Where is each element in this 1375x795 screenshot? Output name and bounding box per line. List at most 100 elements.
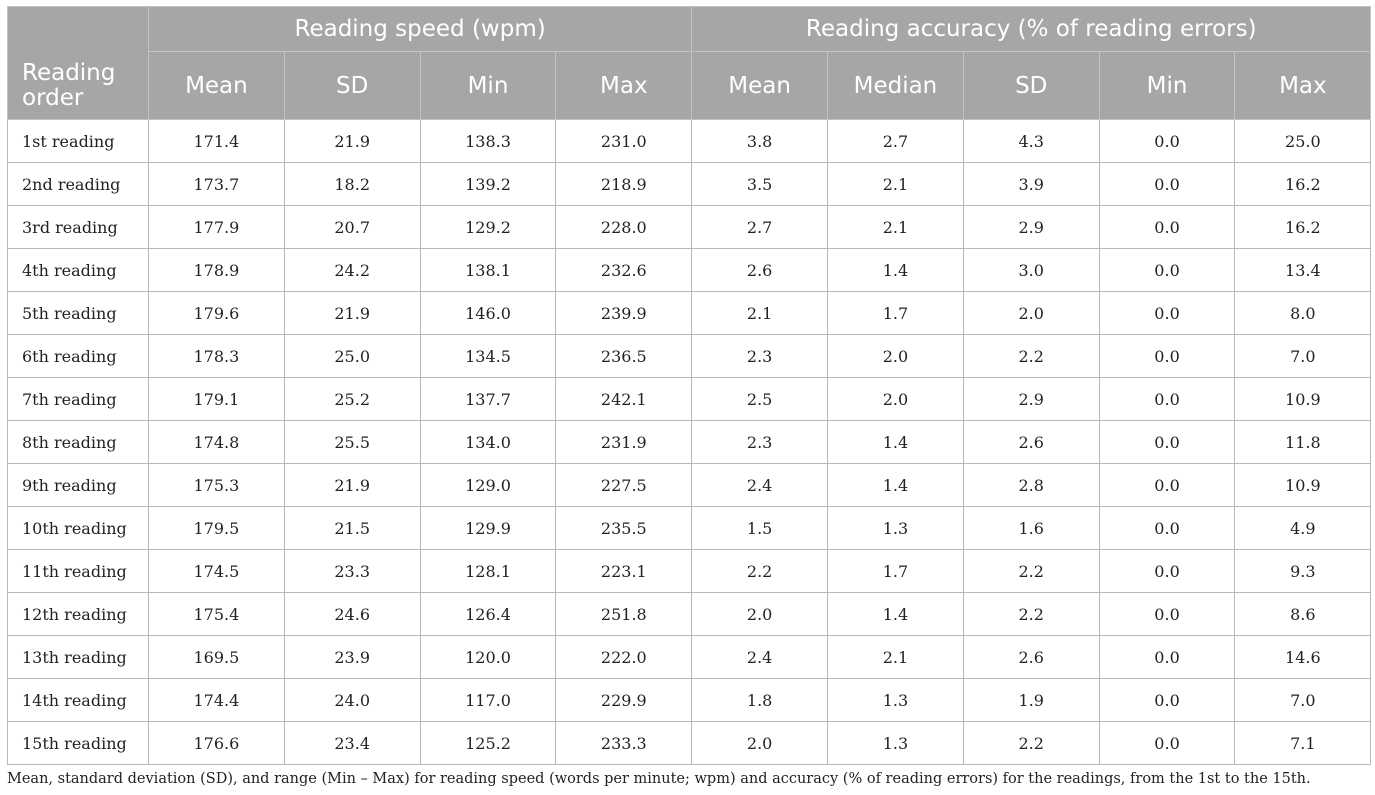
table-cell: 2.7 [827, 119, 964, 163]
table-cell: 174.8 [148, 420, 285, 464]
table-cell: 10.9 [1234, 463, 1372, 507]
table-cell: 236.5 [555, 334, 693, 378]
table-cell: 125.2 [419, 721, 557, 765]
table-row: 14th reading 174.4 24.0 117.0 229.9 1.8 1.3 1.9… [7, 678, 1372, 722]
table-cell: 0.0 [1098, 334, 1236, 378]
table-cell: 2.9 [962, 377, 1100, 421]
table-cell: 2.5 [691, 377, 829, 421]
reading-accuracy-group-header: Reading accuracy (% of reading errors) [691, 6, 1372, 52]
accuracy-column-header: Mean [691, 51, 829, 120]
table-cell: 2.1 [691, 291, 829, 335]
row-label: 6th reading [7, 334, 149, 378]
row-label: 3rd reading [7, 205, 149, 249]
table-cell: 2.2 [962, 721, 1100, 765]
table-cell: 2.9 [962, 205, 1100, 249]
table-cell: 179.6 [148, 291, 285, 335]
table-cell: 178.3 [148, 334, 285, 378]
table-cell: 223.1 [555, 549, 693, 593]
table-cell: 23.9 [283, 635, 421, 679]
table-cell: 129.2 [419, 205, 557, 249]
table-cell: 120.0 [419, 635, 557, 679]
table-row: 11th reading 174.5 23.3 128.1 223.1 2.2 1.7 2.2… [7, 549, 1372, 593]
table-cell: 0.0 [1098, 721, 1236, 765]
table-cell: 2.0 [691, 592, 829, 636]
table-cell: 179.1 [148, 377, 285, 421]
table-row: 13th reading 169.5 23.9 120.0 222.0 2.4 2.1 2.6… [7, 635, 1372, 679]
table-cell: 0.0 [1098, 205, 1236, 249]
accuracy-column-header: Min [1098, 51, 1236, 120]
speed-column-header: Min [419, 51, 557, 120]
reading-table: Reading order Reading speed (wpm) Readin… [7, 6, 1372, 765]
table-cell: 0.0 [1098, 635, 1236, 679]
table-cell: 175.3 [148, 463, 285, 507]
table-cell: 25.5 [283, 420, 421, 464]
table-cell: 174.4 [148, 678, 285, 722]
table-cell: 1.4 [827, 592, 964, 636]
table-cell: 2.0 [827, 334, 964, 378]
table-cell: 3.0 [962, 248, 1100, 292]
speed-column-header: SD [283, 51, 421, 120]
table-cell: 126.4 [419, 592, 557, 636]
table-cell: 3.8 [691, 119, 829, 163]
table-cell: 129.0 [419, 463, 557, 507]
table-cell: 2.6 [962, 635, 1100, 679]
table-cell: 0.0 [1098, 420, 1236, 464]
table-cell: 21.9 [283, 463, 421, 507]
table-cell: 1.7 [827, 549, 964, 593]
table-cell: 8.6 [1234, 592, 1372, 636]
table-cell: 137.7 [419, 377, 557, 421]
table-cell: 14.6 [1234, 635, 1372, 679]
table-cell: 2.0 [691, 721, 829, 765]
table-cell: 7.1 [1234, 721, 1372, 765]
row-label: 2nd reading [7, 162, 149, 206]
table-cell: 2.2 [691, 549, 829, 593]
table-cell: 3.5 [691, 162, 829, 206]
table-cell: 1.8 [691, 678, 829, 722]
table-cell: 24.0 [283, 678, 421, 722]
accuracy-column-header: Max [1234, 51, 1372, 120]
table-cell: 146.0 [419, 291, 557, 335]
row-label: 11th reading [7, 549, 149, 593]
table-cell: 1.4 [827, 248, 964, 292]
table-cell: 139.2 [419, 162, 557, 206]
table-body: 1st reading 171.4 21.9 138.3 231.0 3.8 2.7 4.3 0… [7, 119, 1372, 765]
table-cell: 1.4 [827, 420, 964, 464]
table-cell: 21.9 [283, 291, 421, 335]
table-cell: 1.3 [827, 721, 964, 765]
speed-column-header: Mean [148, 51, 285, 120]
table-cell: 25.0 [1234, 119, 1372, 163]
table-cell: 0.0 [1098, 377, 1236, 421]
table-cell: 0.0 [1098, 291, 1236, 335]
table-cell: 25.2 [283, 377, 421, 421]
row-label: 15th reading [7, 721, 149, 765]
row-label: 12th reading [7, 592, 149, 636]
table-row: 3rd reading 177.9 20.7 129.2 228.0 2.7 2.1 2.9 0… [7, 205, 1372, 249]
table-cell: 13.4 [1234, 248, 1372, 292]
table-cell: 173.7 [148, 162, 285, 206]
table-cell: 2.0 [827, 377, 964, 421]
table-cell: 229.9 [555, 678, 693, 722]
table-cell: 1.7 [827, 291, 964, 335]
table-cell: 1.5 [691, 506, 829, 550]
table-cell: 138.1 [419, 248, 557, 292]
table-cell: 176.6 [148, 721, 285, 765]
row-label: 13th reading [7, 635, 149, 679]
table-row: 12th reading 175.4 24.6 126.4 251.8 2.0 1.4 2.2… [7, 592, 1372, 636]
row-label: 8th reading [7, 420, 149, 464]
table-cell: 242.1 [555, 377, 693, 421]
table-cell: 1.9 [962, 678, 1100, 722]
table-cell: 21.5 [283, 506, 421, 550]
row-label: 14th reading [7, 678, 149, 722]
table-cell: 24.6 [283, 592, 421, 636]
table-cell: 0.0 [1098, 506, 1236, 550]
table-cell: 23.4 [283, 721, 421, 765]
table-cell: 2.0 [962, 291, 1100, 335]
table-cell: 4.9 [1234, 506, 1372, 550]
table-cell: 0.0 [1098, 162, 1236, 206]
table-cell: 4.3 [962, 119, 1100, 163]
table-cell: 129.9 [419, 506, 557, 550]
table-cell: 138.3 [419, 119, 557, 163]
table-cell: 23.3 [283, 549, 421, 593]
table-cell: 128.1 [419, 549, 557, 593]
row-label: 10th reading [7, 506, 149, 550]
